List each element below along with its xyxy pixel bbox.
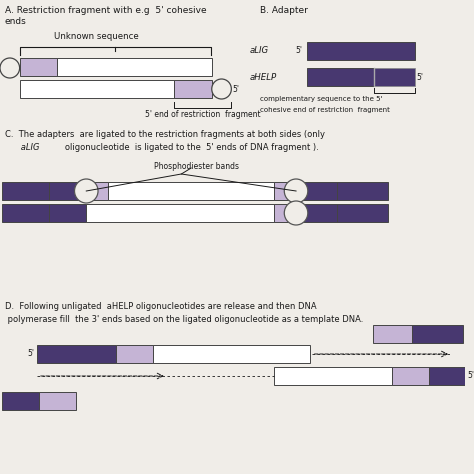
Text: Unknown sequence: Unknown sequence — [54, 32, 139, 41]
Text: B. Adapter: B. Adapter — [260, 6, 308, 15]
Text: 5': 5' — [232, 84, 239, 93]
Bar — [274, 182, 296, 200]
Text: P: P — [8, 65, 12, 71]
Bar — [86, 204, 274, 222]
Bar — [337, 182, 388, 200]
Text: 5': 5' — [468, 372, 474, 381]
Bar — [274, 367, 392, 385]
Bar — [2, 392, 39, 410]
Bar — [86, 182, 108, 200]
Text: 5': 5' — [417, 73, 424, 82]
Circle shape — [0, 58, 19, 78]
Bar — [392, 367, 429, 385]
Bar — [412, 325, 463, 343]
Text: aLIG: aLIG — [250, 46, 269, 55]
Bar — [153, 345, 310, 363]
Text: cohesive end of restriction  fragment: cohesive end of restriction fragment — [260, 107, 390, 113]
Bar — [19, 80, 174, 98]
Bar — [37, 345, 116, 363]
Text: Phosphodiester bands: Phosphodiester bands — [154, 162, 238, 171]
Bar — [174, 80, 212, 98]
Bar — [307, 42, 415, 60]
Bar — [116, 345, 153, 363]
Bar — [39, 392, 76, 410]
Bar — [296, 204, 337, 222]
Bar — [2, 204, 49, 222]
Text: aLIG: aLIG — [5, 143, 39, 152]
Bar — [19, 58, 57, 76]
Text: oligonucleotide  is ligated to the  5' ends of DNA fragment ).: oligonucleotide is ligated to the 5' end… — [36, 143, 319, 152]
Circle shape — [74, 179, 98, 203]
Text: polymerase fill  the 3' ends based on the ligated oligonucleotide as a template : polymerase fill the 3' ends based on the… — [5, 315, 363, 324]
Text: C.  The adapters  are ligated to the restriction fragments at both sides (only: C. The adapters are ligated to the restr… — [5, 130, 325, 139]
Circle shape — [284, 201, 308, 225]
Bar — [49, 182, 86, 200]
Text: P: P — [219, 86, 224, 92]
Text: D.  Following unligated  aHELP oligonucleotides are release and then DNA: D. Following unligated aHELP oligonucleo… — [5, 302, 317, 311]
Text: aHELP: aHELP — [250, 73, 277, 82]
Bar — [108, 182, 274, 200]
Bar — [296, 182, 337, 200]
Circle shape — [212, 79, 231, 99]
Bar — [2, 182, 49, 200]
Text: 5': 5' — [295, 46, 302, 55]
Bar — [374, 68, 415, 86]
Bar — [307, 68, 374, 86]
Text: 5': 5' — [27, 349, 34, 358]
Circle shape — [284, 179, 308, 203]
Bar — [429, 367, 465, 385]
Bar — [49, 204, 86, 222]
Text: A. Restriction fragment with e.g  5' cohesive: A. Restriction fragment with e.g 5' cohe… — [5, 6, 207, 15]
Bar — [337, 204, 388, 222]
Bar — [274, 204, 296, 222]
Bar — [373, 325, 412, 343]
Bar — [57, 58, 212, 76]
Text: ends: ends — [5, 17, 27, 26]
Text: 5' end of restriction  fragment: 5' end of restriction fragment — [145, 110, 261, 119]
Text: complementary sequence to the 5': complementary sequence to the 5' — [260, 96, 382, 102]
